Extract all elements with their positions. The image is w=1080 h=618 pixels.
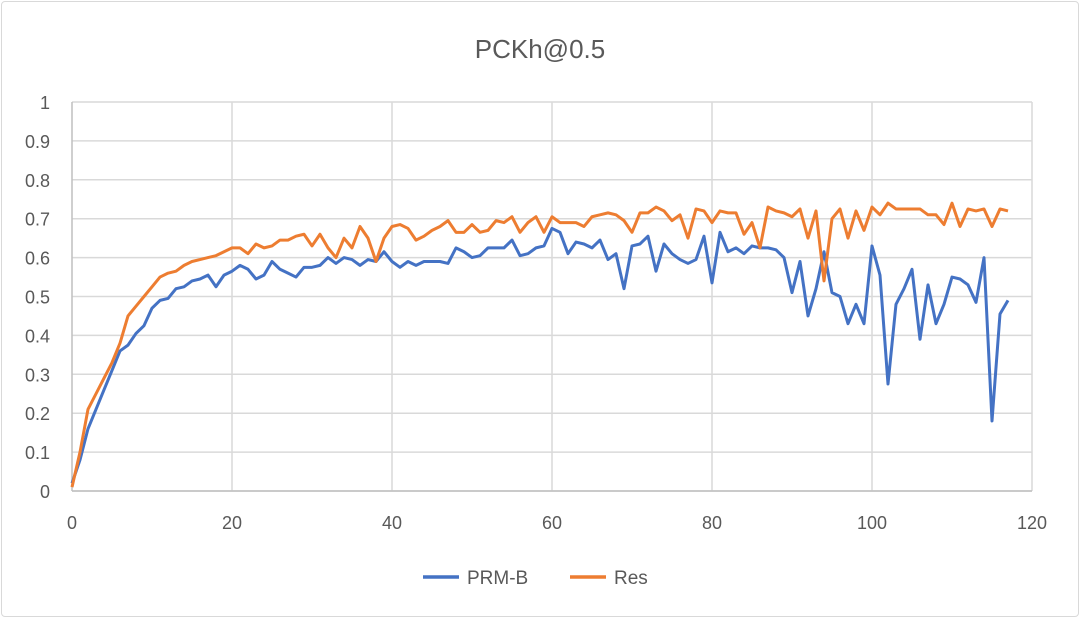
series-lines xyxy=(70,201,1010,488)
y-tick-label: 0.2 xyxy=(25,404,50,424)
y-tick-label: 0.5 xyxy=(25,288,50,308)
y-tick-label: 0.6 xyxy=(25,249,50,269)
y-tick-label: 0.9 xyxy=(25,132,50,152)
y-tick-label: 0.3 xyxy=(25,365,50,385)
legend: PRM-B Res xyxy=(423,568,648,589)
x-tick-label: 100 xyxy=(857,513,887,533)
x-tick-label: 40 xyxy=(382,513,402,533)
y-axis-ticks: 0 0.1 0.2 0.3 0.4 0.5 0.6 0.7 0.8 0.9 1 xyxy=(25,93,50,502)
x-tick-label: 20 xyxy=(222,513,242,533)
gridlines xyxy=(71,101,1033,492)
series-line-res xyxy=(70,201,1009,488)
y-tick-label: 0 xyxy=(40,482,50,502)
legend-label: PRM-B xyxy=(467,568,528,589)
legend-label: Res xyxy=(614,568,648,589)
x-tick-label: 0 xyxy=(67,513,77,533)
chart-title: PCKh@0.5 xyxy=(475,34,605,64)
y-tick-label: 1 xyxy=(40,93,50,113)
series-line-prm-b xyxy=(70,226,1010,484)
x-tick-label: 80 xyxy=(702,513,722,533)
x-axis-ticks: 0 20 40 60 80 100 120 xyxy=(67,513,1047,533)
x-tick-label: 60 xyxy=(542,513,562,533)
y-tick-label: 0.7 xyxy=(25,210,50,230)
y-tick-label: 0.8 xyxy=(25,171,50,191)
y-tick-label: 0.4 xyxy=(25,326,50,346)
y-tick-label: 0.1 xyxy=(25,443,50,463)
x-tick-label: 120 xyxy=(1017,513,1047,533)
